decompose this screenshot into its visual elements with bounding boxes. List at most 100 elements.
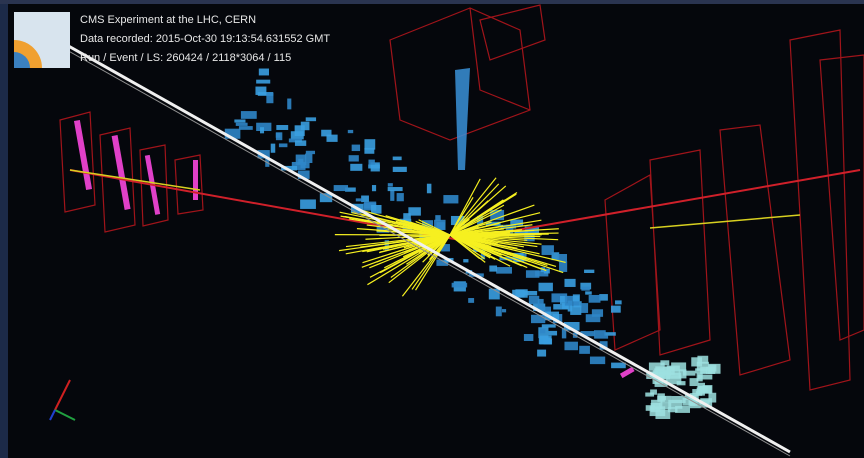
deposit [544, 311, 560, 321]
deposit [297, 170, 310, 179]
deposit [588, 294, 601, 303]
deposit [559, 261, 568, 272]
deposit [696, 361, 709, 371]
header-run: Run / Event / LS: 260424 / 2118*3064 / 1… [80, 52, 291, 64]
deposit [275, 132, 281, 138]
deposit [564, 341, 578, 351]
deposit [287, 98, 292, 110]
deposit [541, 324, 556, 328]
deposit [496, 267, 512, 274]
deposit [594, 335, 609, 339]
deposit [426, 183, 432, 194]
deposit [256, 122, 272, 132]
track [449, 234, 509, 237]
deposit [650, 389, 657, 395]
deposit [305, 153, 313, 163]
deposit [514, 230, 528, 236]
deposit [697, 385, 708, 392]
deposit [615, 300, 622, 305]
track [449, 177, 497, 236]
deposit [495, 306, 502, 317]
deposit [364, 147, 375, 154]
deposit [551, 252, 560, 261]
chamber [389, 7, 531, 141]
deposit [548, 330, 558, 336]
endcap-deposits [645, 355, 721, 419]
deposit [435, 215, 441, 221]
left-frame [0, 0, 8, 458]
deposit [387, 187, 403, 192]
deposit [541, 245, 554, 255]
jet-cone [455, 68, 470, 170]
track [449, 197, 474, 236]
deposit [258, 68, 269, 76]
deposit [522, 290, 538, 296]
deposit [234, 119, 246, 123]
deposit [408, 207, 421, 216]
deposit [579, 345, 590, 354]
deposit [689, 400, 701, 409]
deposit [700, 398, 713, 408]
deposit [570, 305, 582, 315]
deposit [652, 374, 664, 384]
deposit [436, 222, 445, 230]
deposit [564, 295, 580, 306]
muon-hits [73, 120, 635, 379]
deposit [523, 334, 534, 341]
deposit [300, 121, 310, 131]
track [356, 228, 451, 236]
track [418, 234, 451, 253]
deposit [666, 365, 680, 376]
track [358, 208, 451, 236]
track [449, 228, 559, 236]
header-date: Data recorded: 2015-Oct-30 19:13:54.6315… [80, 33, 330, 45]
deposit [266, 92, 274, 104]
deposit [351, 144, 361, 152]
track [449, 234, 481, 260]
deposit [392, 156, 402, 161]
deposit [370, 162, 380, 172]
track [338, 234, 451, 252]
track [379, 234, 451, 254]
deposit [667, 407, 678, 413]
deposit [270, 143, 276, 153]
deposit [650, 402, 661, 413]
deposit [572, 294, 580, 302]
deposit [256, 79, 271, 84]
deposit [276, 125, 289, 130]
deposit [321, 129, 332, 137]
deposit [463, 259, 469, 263]
deposit [698, 382, 705, 389]
deposit [305, 117, 317, 122]
deposit [585, 291, 592, 295]
track [369, 234, 451, 269]
deposit [260, 127, 265, 134]
deposit [584, 269, 595, 274]
deposit [700, 366, 716, 374]
jet-tracks [334, 177, 566, 297]
deposit [290, 131, 304, 140]
deposit [696, 372, 703, 382]
axes-gizmo [49, 379, 76, 421]
deposit [697, 374, 713, 380]
hit [619, 366, 635, 379]
deposit [655, 409, 671, 419]
deposit [348, 155, 359, 162]
deposit [668, 399, 683, 409]
deposit [468, 298, 475, 303]
axis [49, 409, 56, 421]
chamber [59, 111, 204, 233]
deposit [660, 360, 670, 366]
deposit [300, 162, 310, 169]
deposit [708, 392, 717, 403]
beam-line [39, 34, 791, 457]
deposit [581, 286, 590, 291]
deposit [390, 190, 395, 201]
segment [69, 169, 201, 191]
track [449, 231, 467, 236]
deposit [682, 370, 696, 376]
deposit [585, 314, 601, 323]
deposit [265, 156, 270, 167]
